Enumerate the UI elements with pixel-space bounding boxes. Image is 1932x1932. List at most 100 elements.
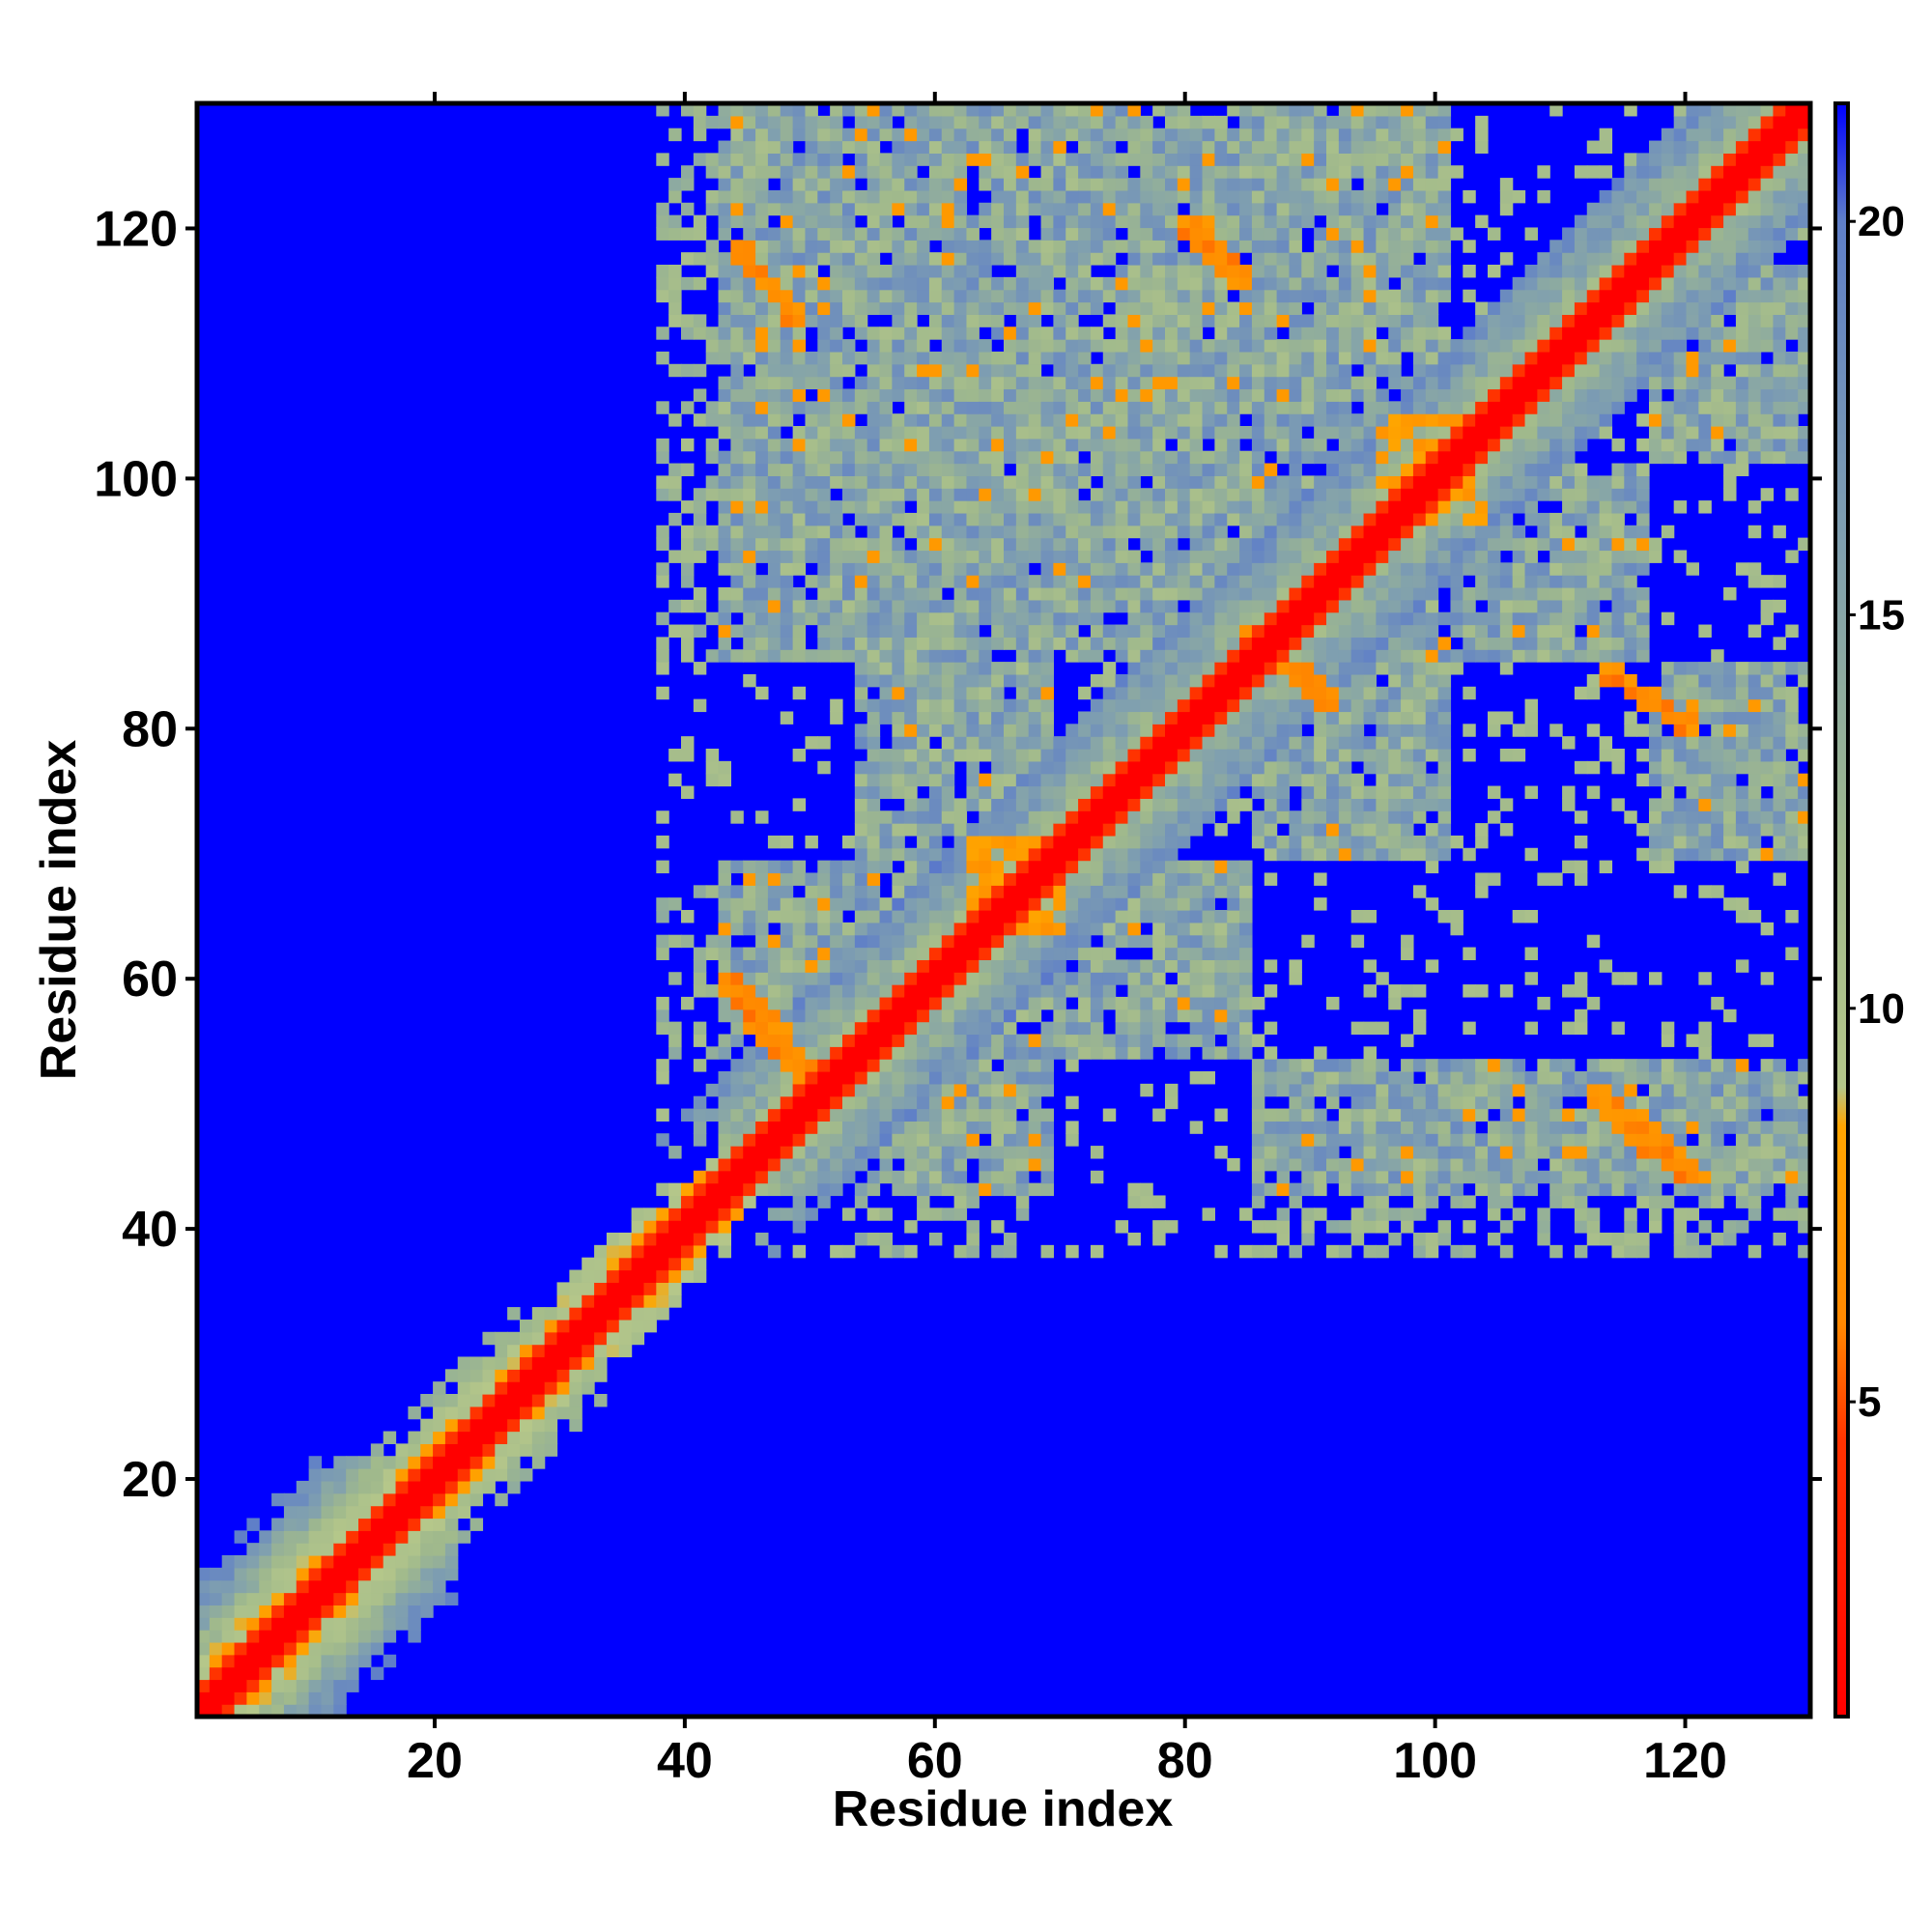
heatmap-cell xyxy=(1177,314,1191,327)
heatmap-cell xyxy=(1326,1170,1340,1184)
heatmap-cell xyxy=(780,363,794,378)
heatmap-cell xyxy=(1065,388,1079,402)
heatmap-cell xyxy=(867,599,881,613)
heatmap-cell xyxy=(854,587,868,601)
heatmap-cell xyxy=(1350,785,1365,799)
heatmap-cell xyxy=(941,115,955,129)
heatmap-cell xyxy=(221,1555,236,1569)
heatmap-cell xyxy=(979,611,992,626)
heatmap-cell xyxy=(892,1146,905,1159)
heatmap-cell xyxy=(991,1034,1005,1047)
heatmap-cell xyxy=(867,140,881,154)
heatmap-cell xyxy=(1189,611,1204,626)
heatmap-cell xyxy=(879,810,893,824)
heatmap-cell xyxy=(755,1071,769,1085)
heatmap-cell xyxy=(1326,673,1340,688)
heatmap-cell xyxy=(433,1443,446,1457)
heatmap-cell xyxy=(953,327,968,340)
heatmap-cell xyxy=(1140,749,1153,762)
heatmap-cell xyxy=(1363,1220,1377,1234)
heatmap-cell xyxy=(1363,1083,1377,1097)
heatmap-cell xyxy=(854,624,868,638)
heatmap-cell xyxy=(1301,103,1315,117)
heatmap-cell xyxy=(656,450,669,465)
heatmap-cell xyxy=(767,972,781,985)
heatmap-cell xyxy=(668,1034,682,1047)
heatmap-cell xyxy=(1165,922,1179,936)
heatmap-cell xyxy=(1127,984,1141,998)
heatmap-cell xyxy=(1040,959,1054,973)
heatmap-cell xyxy=(1276,512,1291,526)
heatmap-cell xyxy=(991,587,1005,601)
heatmap-cell xyxy=(805,463,818,476)
heatmap-cell xyxy=(1040,649,1054,663)
heatmap-cell xyxy=(1251,189,1265,204)
heatmap-cell xyxy=(433,1381,446,1395)
heatmap-cell xyxy=(1314,798,1327,811)
heatmap-cell xyxy=(531,1369,546,1382)
heatmap-cell xyxy=(780,1133,794,1147)
heatmap-cell xyxy=(1165,550,1179,563)
heatmap-cell xyxy=(1338,711,1352,724)
heatmap-cell xyxy=(1338,276,1352,291)
heatmap-cell xyxy=(1338,214,1352,229)
heatmap-cell xyxy=(941,897,955,911)
heatmap-cell xyxy=(1053,178,1066,191)
heatmap-cell xyxy=(1276,649,1291,663)
heatmap-cell xyxy=(1177,178,1191,191)
heatmap-cell xyxy=(805,301,818,315)
heatmap-cell xyxy=(904,910,918,923)
heatmap-cell xyxy=(1102,910,1117,923)
heatmap-cell xyxy=(830,910,843,923)
heatmap-cell xyxy=(1090,413,1104,427)
heatmap-cell xyxy=(308,1641,323,1656)
heatmap-cell xyxy=(904,140,918,154)
heatmap-cell xyxy=(1152,401,1166,414)
heatmap-cell xyxy=(1102,450,1117,465)
heatmap-cell xyxy=(879,537,893,552)
heatmap-cell xyxy=(1189,475,1204,489)
heatmap-cell xyxy=(953,525,968,539)
heatmap-cell xyxy=(892,450,905,465)
heatmap-cell xyxy=(1090,339,1104,353)
heatmap-cell xyxy=(1376,749,1389,762)
heatmap-cell xyxy=(1102,214,1117,229)
heatmap-cell xyxy=(1028,972,1042,985)
heatmap-cell xyxy=(966,115,980,129)
heatmap-cell xyxy=(830,525,843,539)
heatmap-cell xyxy=(1239,798,1253,811)
heatmap-cell xyxy=(1388,599,1402,613)
heatmap-cell xyxy=(1214,1108,1228,1122)
heatmap-cell xyxy=(941,178,955,191)
heatmap-cell xyxy=(1251,140,1265,154)
heatmap-cell xyxy=(1363,1021,1377,1036)
heatmap-cell xyxy=(1227,426,1240,440)
heatmap-cell xyxy=(979,376,992,390)
heatmap-cell xyxy=(408,1555,421,1569)
heatmap-cell xyxy=(1338,537,1352,552)
heatmap-cell xyxy=(817,1021,831,1036)
heatmap-cell xyxy=(1189,1121,1204,1134)
heatmap-cell xyxy=(1028,450,1042,465)
heatmap-cell xyxy=(1202,984,1215,998)
heatmap-cell xyxy=(420,1605,434,1618)
heatmap-cell xyxy=(1015,624,1030,638)
heatmap-cell xyxy=(1004,959,1017,973)
heatmap-cell xyxy=(1227,984,1240,998)
heatmap-cell xyxy=(1251,450,1265,465)
heatmap-cell xyxy=(1338,240,1352,253)
heatmap-cell xyxy=(1040,339,1054,353)
heatmap-cell xyxy=(917,922,930,936)
heatmap-cell xyxy=(1065,500,1079,514)
heatmap-cell xyxy=(817,512,831,526)
heatmap-cell xyxy=(259,1691,272,1705)
heatmap-cell xyxy=(991,376,1005,390)
heatmap-cell xyxy=(1301,1059,1315,1072)
heatmap-cell xyxy=(1065,1009,1079,1023)
heatmap-cell xyxy=(867,910,881,923)
heatmap-cell xyxy=(705,475,720,489)
heatmap-cell xyxy=(979,599,992,613)
heatmap-cell xyxy=(718,773,731,787)
heatmap-cell xyxy=(1127,711,1141,724)
heatmap-cell xyxy=(333,1505,347,1520)
